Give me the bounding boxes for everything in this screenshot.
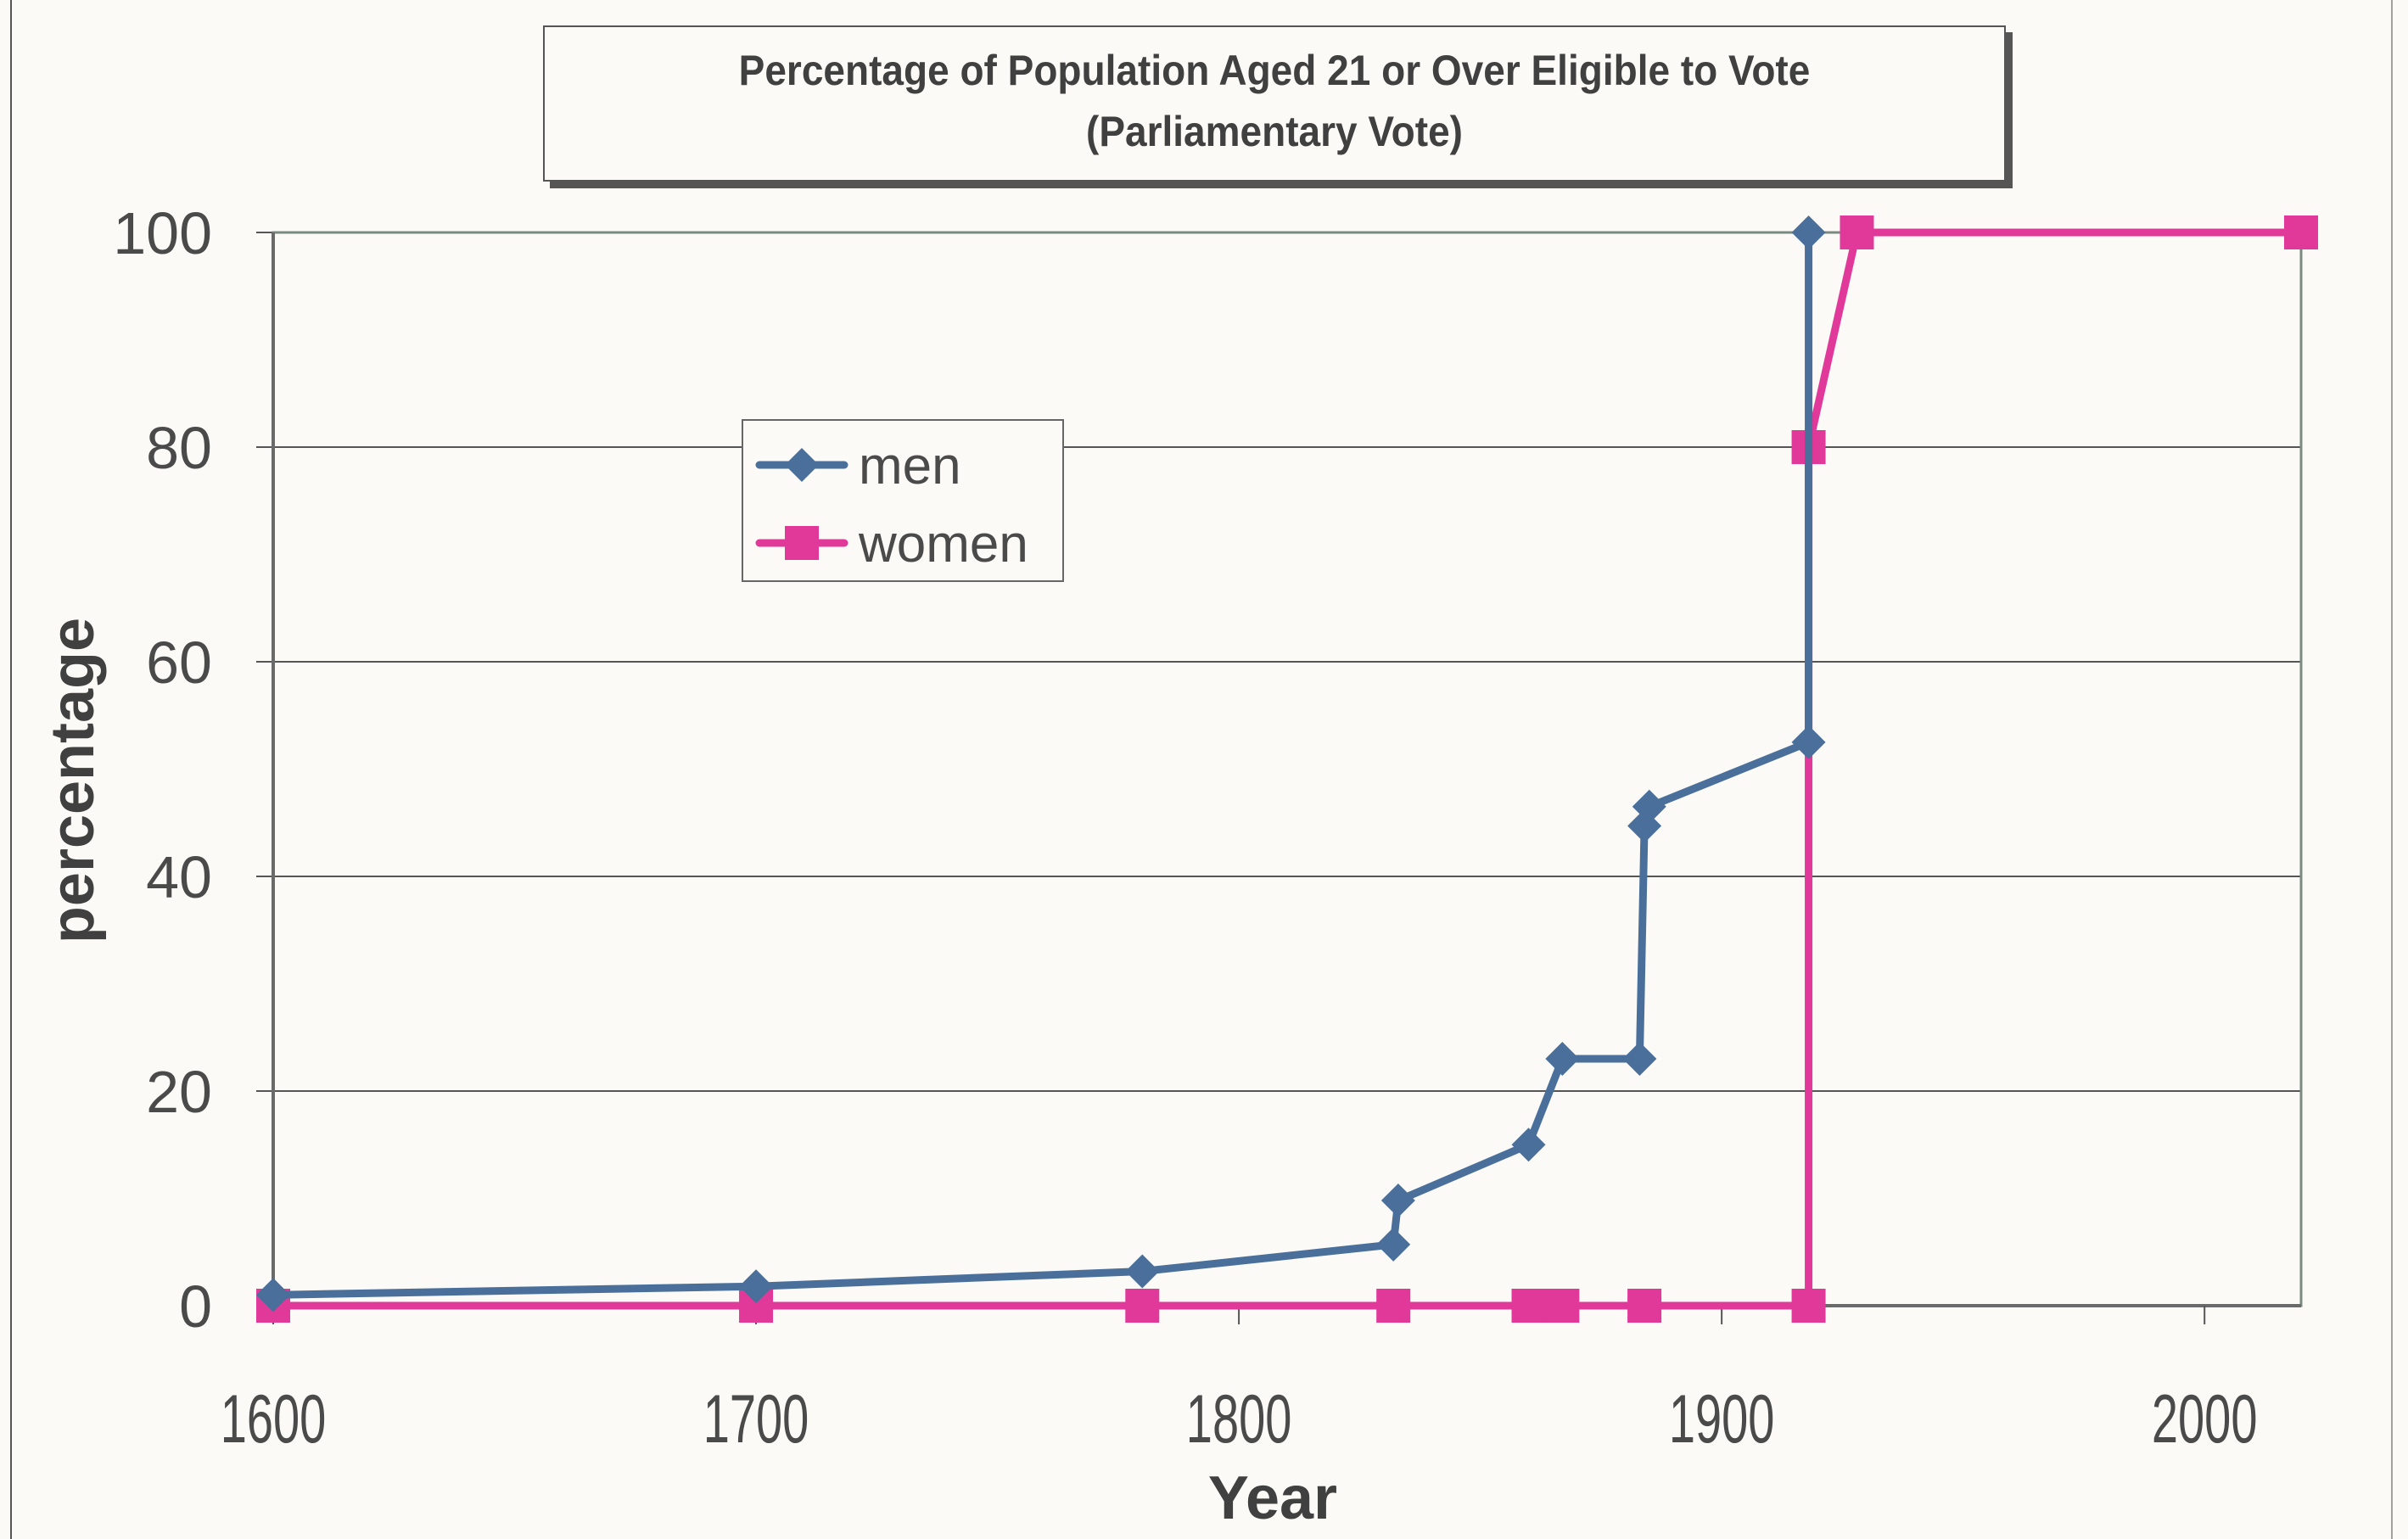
series-women [256, 215, 2318, 1323]
data-point-women [2284, 215, 2318, 249]
legend-marker-women [785, 526, 819, 560]
data-point-men [1632, 789, 1666, 824]
data-point-men [1125, 1254, 1160, 1289]
y-tick-label: 60 [146, 630, 212, 696]
y-axis-title: percentage [39, 618, 107, 943]
y-tick-label: 0 [179, 1273, 212, 1340]
chart-subtitle: (Parliamentary Vote) [1086, 108, 1463, 155]
x-tick-label: 1600 [221, 1380, 327, 1458]
series-men [256, 215, 1826, 1312]
data-point-women [1511, 1289, 1546, 1323]
data-point-women [1376, 1289, 1411, 1323]
page-border-right [2391, 0, 2393, 1539]
legend-label: women [858, 515, 1028, 574]
data-point-men [1511, 1128, 1546, 1162]
data-point-men [1791, 215, 1826, 249]
x-axis: 1600 1700 1800 1900 2000 [221, 1304, 2301, 1458]
x-tick-label: 1700 [703, 1380, 809, 1458]
data-point-men [1380, 1184, 1415, 1218]
data-point-men [1545, 1042, 1580, 1077]
data-point-men [256, 1278, 290, 1312]
data-point-women [1840, 215, 1874, 249]
x-tick-label: 1800 [1186, 1380, 1292, 1458]
legend-item-women: women [755, 515, 1028, 574]
legend-item-men: men [755, 437, 961, 495]
data-point-men [1376, 1227, 1411, 1262]
x-tick-label: 2000 [2152, 1380, 2258, 1458]
y-tick-label: 20 [146, 1059, 212, 1125]
series-line-men [272, 232, 1813, 1299]
y-tick-label: 40 [146, 844, 212, 910]
x-tick-label: 1900 [1669, 1380, 1775, 1458]
y-tick-label: 100 [113, 200, 212, 266]
data-point-men [1791, 725, 1826, 759]
data-point-men [739, 1269, 774, 1304]
data-point-women [1791, 1289, 1826, 1323]
y-tick-label: 80 [146, 415, 212, 481]
legend-label: men [859, 437, 961, 495]
data-point-women [1627, 1289, 1662, 1323]
series-line-women [273, 228, 2301, 1310]
chart-title: Percentage of Population Aged 21 or Over… [738, 47, 1811, 94]
x-axis-title: Year [1208, 1464, 1337, 1532]
chart-title-box: Percentage of Population Aged 21 or Over… [543, 25, 2006, 182]
data-point-women [1125, 1289, 1160, 1323]
data-point-men [1622, 1042, 1657, 1077]
plot-frame [272, 231, 2303, 1307]
gridlines [256, 232, 2301, 1092]
y-axis: 0 20 40 60 80 100 [113, 200, 275, 1340]
legend: men women [742, 419, 1064, 582]
page-border-left [10, 0, 12, 1539]
data-point-women [1545, 1289, 1580, 1323]
series-layer [256, 215, 2318, 1323]
legend-marker-men [785, 448, 819, 482]
